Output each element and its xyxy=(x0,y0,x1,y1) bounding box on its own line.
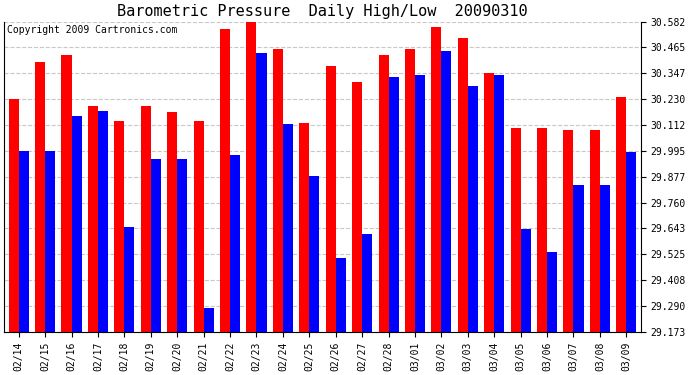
Bar xyxy=(494,75,504,332)
Bar xyxy=(45,151,55,332)
Bar xyxy=(204,308,214,332)
Text: Copyright 2009 Cartronics.com: Copyright 2009 Cartronics.com xyxy=(8,25,178,35)
Bar xyxy=(442,51,451,332)
Bar xyxy=(521,229,531,332)
Bar xyxy=(273,49,283,332)
Bar xyxy=(415,75,425,332)
Bar xyxy=(468,86,478,332)
Bar xyxy=(61,55,72,332)
Bar xyxy=(230,155,240,332)
Bar xyxy=(616,97,627,332)
Bar xyxy=(9,99,19,332)
Bar xyxy=(115,121,124,332)
Bar xyxy=(98,111,108,332)
Bar xyxy=(352,82,362,332)
Bar xyxy=(484,73,494,332)
Bar xyxy=(72,116,81,332)
Bar xyxy=(309,176,319,332)
Bar xyxy=(379,55,388,332)
Bar xyxy=(124,227,135,332)
Bar xyxy=(547,252,557,332)
Bar xyxy=(457,38,468,332)
Bar xyxy=(431,27,442,332)
Bar xyxy=(600,185,610,332)
Bar xyxy=(141,106,151,332)
Bar xyxy=(537,128,547,332)
Bar xyxy=(511,128,521,332)
Bar xyxy=(362,234,372,332)
Bar xyxy=(177,159,187,332)
Bar xyxy=(283,124,293,332)
Bar xyxy=(19,151,29,332)
Bar xyxy=(167,112,177,332)
Bar xyxy=(35,62,45,332)
Bar xyxy=(151,159,161,332)
Bar xyxy=(257,53,266,332)
Bar xyxy=(326,66,336,332)
Bar xyxy=(627,152,636,332)
Bar xyxy=(590,130,600,332)
Bar xyxy=(573,185,584,332)
Bar xyxy=(246,18,257,332)
Bar xyxy=(220,29,230,332)
Bar xyxy=(299,123,309,332)
Bar xyxy=(88,106,98,332)
Bar xyxy=(564,130,573,332)
Bar xyxy=(405,49,415,332)
Bar xyxy=(336,258,346,332)
Bar xyxy=(388,77,399,332)
Bar xyxy=(194,121,204,332)
Title: Barometric Pressure  Daily High/Low  20090310: Barometric Pressure Daily High/Low 20090… xyxy=(117,4,528,19)
